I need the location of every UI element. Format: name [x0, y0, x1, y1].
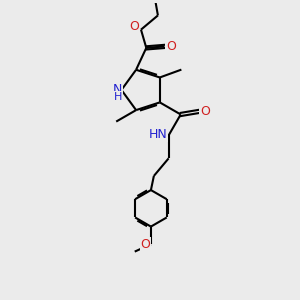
- Text: H: H: [114, 92, 122, 102]
- Text: O: O: [130, 20, 140, 33]
- Text: O: O: [200, 105, 210, 118]
- Text: N: N: [113, 82, 123, 95]
- Text: O: O: [141, 238, 151, 251]
- Text: HN: HN: [148, 128, 167, 141]
- Text: O: O: [166, 40, 176, 53]
